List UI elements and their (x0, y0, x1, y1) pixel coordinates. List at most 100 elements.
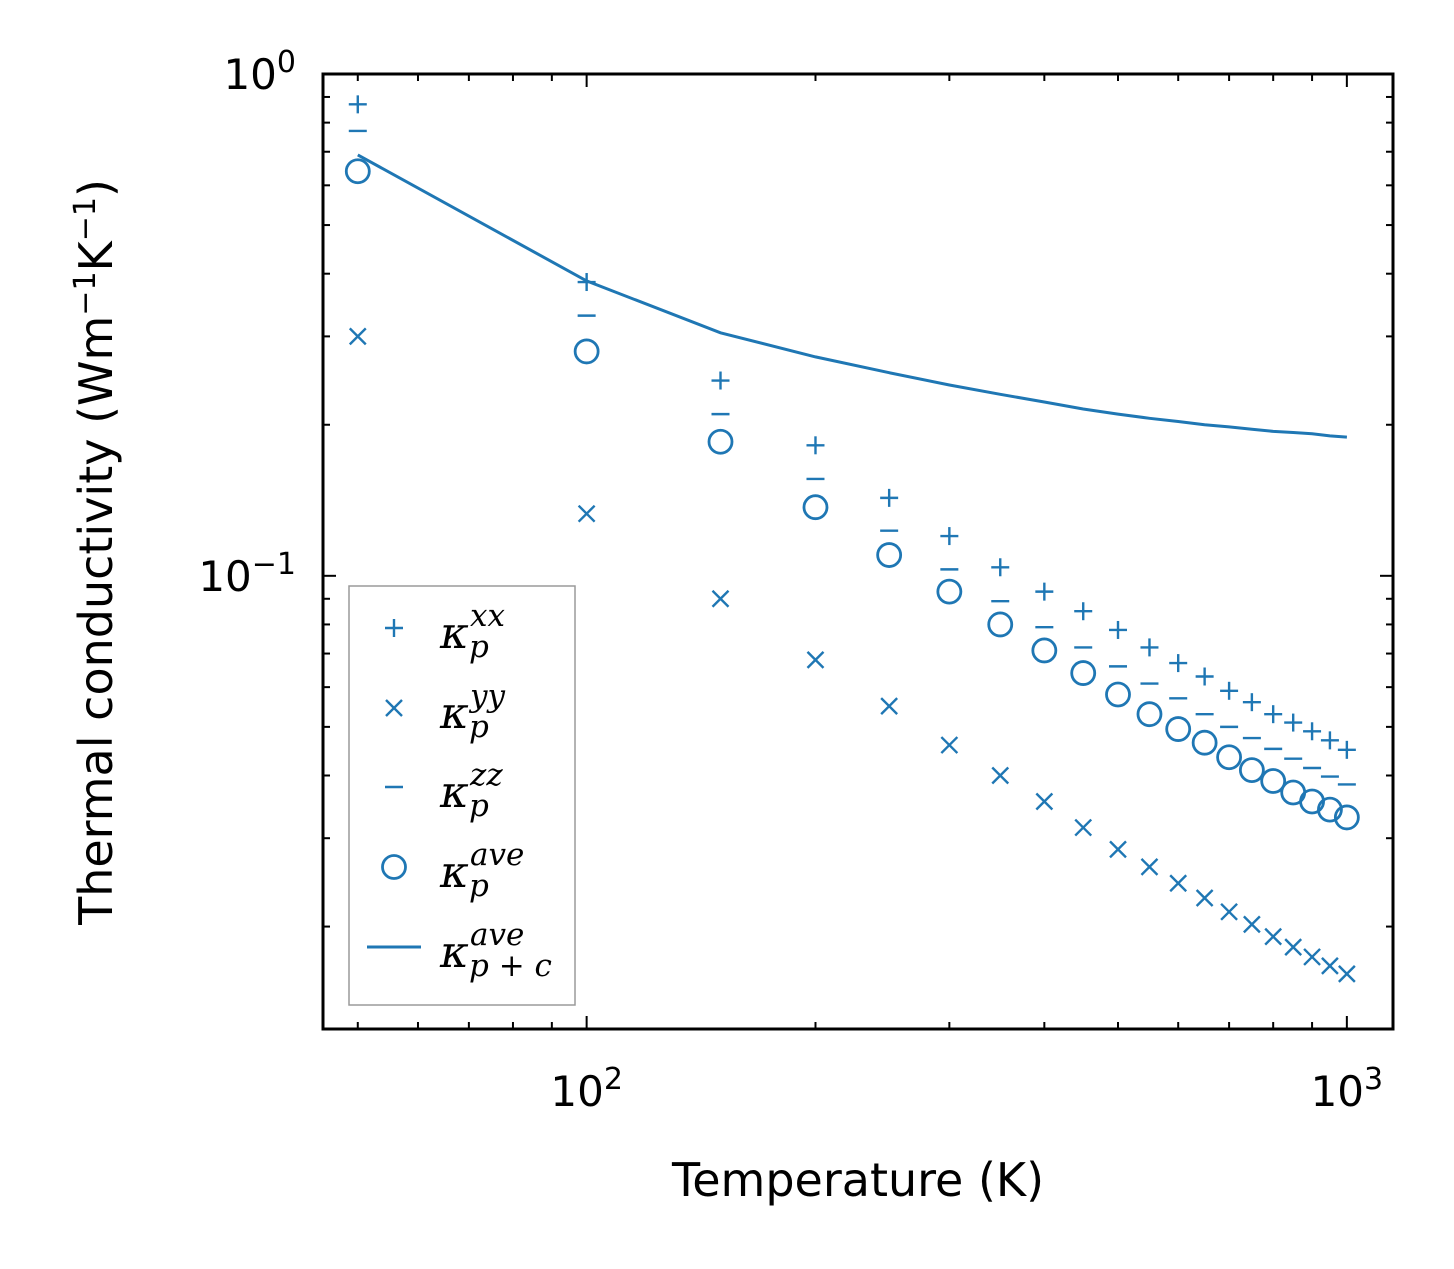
point-kappa_p_ave (1191, 729, 1218, 756)
point-kappa_p_ave (802, 494, 829, 521)
point-kappa_p_ave (1260, 768, 1287, 794)
point-kappa_p_yy (1169, 874, 1188, 893)
series-kappa_p_xx (348, 95, 1356, 759)
legend-sup: ave (470, 917, 524, 953)
point-kappa_p_ave (1238, 757, 1265, 784)
point-kappa_p_ave (344, 158, 371, 185)
point-kappa_p_xx (1169, 654, 1188, 673)
point-kappa_p_xx (348, 95, 367, 114)
point-kappa_p_ave (1333, 804, 1360, 831)
point-kappa_p_ave (1317, 796, 1343, 823)
y-axis-label: Thermal conductivity (Wm−1K−1) (68, 179, 124, 926)
series-line-kappa_p_c_ave (357, 153, 1348, 439)
point-kappa_p_ave (1216, 744, 1242, 771)
y-tick-label: 10−1 (198, 546, 296, 601)
legend-swatch (385, 619, 403, 637)
point-kappa_p_xx (1264, 705, 1283, 724)
legend-kappa: κ (439, 847, 469, 898)
y-tick-label: 100 (223, 45, 296, 100)
point-kappa_p_xx (991, 558, 1010, 577)
series-kappa_p_zz (348, 129, 1356, 786)
point-kappa_p_xx (1140, 638, 1159, 657)
legend-sub: p (469, 709, 489, 745)
series-layer (344, 95, 1360, 983)
point-kappa_p_ave (1165, 716, 1192, 742)
point-kappa_p_yy (1284, 938, 1303, 956)
point-kappa_p_ave (1031, 637, 1058, 664)
point-kappa_p_ave (876, 542, 903, 568)
legend-sub: p (469, 868, 489, 904)
plot-frame (321, 72, 1395, 1031)
y-axis-label-exp1: −1 (68, 271, 103, 315)
point-kappa_p_yy (940, 736, 959, 754)
legend-sup: xx (470, 598, 505, 634)
point-kappa_p_ave (707, 428, 734, 455)
point-kappa_p_ave (573, 338, 600, 365)
y-axis-label-exp2: −1 (68, 197, 103, 241)
point-kappa_p_ave (936, 578, 963, 605)
point-kappa_p_yy (1074, 818, 1093, 837)
point-kappa_p_yy (991, 766, 1010, 785)
legend-entry-1: κ yyp (385, 678, 506, 745)
point-kappa_p_yy (1321, 957, 1339, 975)
series-kappa_p_ave (344, 158, 1360, 831)
series-kappa_p_yy (348, 327, 1356, 983)
point-kappa_p_xx (711, 371, 730, 390)
series-kappa_p_c_ave (357, 153, 1348, 439)
point-kappa_p_yy (1338, 964, 1356, 983)
legend-sub: p + c (469, 948, 552, 984)
legend-kappa: κ (439, 688, 469, 739)
legend-sup: ave (470, 837, 524, 873)
x-axis-label: Temperature (K) (671, 1153, 1044, 1207)
legend-kappa: κ (439, 927, 469, 978)
x-tick-label: 102 (550, 1062, 623, 1117)
point-kappa_p_yy (1303, 948, 1321, 966)
y-axis-label-main: Thermal conductivity (Wm (69, 316, 123, 926)
point-kappa_p_yy (577, 504, 596, 523)
point-kappa_p_xx (1035, 582, 1054, 601)
point-kappa_p_xx (1074, 602, 1093, 621)
point-kappa_p_yy (806, 651, 825, 669)
legend-sub: p (469, 629, 489, 665)
point-kappa_p_yy (711, 589, 730, 608)
point-kappa_p_xx (806, 436, 825, 455)
legend-kappa: κ (439, 608, 469, 659)
y-axis-label-unit-k: K (69, 239, 123, 271)
point-kappa_p_xx (1242, 693, 1261, 712)
point-kappa_p_yy (1220, 902, 1238, 921)
legend-box (348, 585, 576, 1006)
legend-sub: p (469, 788, 489, 824)
point-kappa_p_yy (348, 327, 367, 346)
point-kappa_p_xx (1109, 620, 1128, 639)
point-kappa_p_yy (1140, 858, 1159, 876)
x-tick-label: 103 (1311, 1062, 1384, 1117)
point-kappa_p_xx (1220, 681, 1239, 700)
legend-sup: zz (469, 757, 503, 793)
point-kappa_p_xx (1337, 740, 1356, 759)
point-kappa_p_xx (1195, 667, 1214, 686)
legend-sup: yy (468, 678, 506, 714)
point-kappa_p_ave (1136, 701, 1163, 728)
point-kappa_p_xx (940, 527, 959, 546)
legend-entry-2: κ zzp (385, 757, 503, 824)
legend-swatch (385, 699, 403, 717)
point-kappa_p_yy (1195, 889, 1214, 907)
point-kappa_p_xx (1320, 731, 1339, 750)
tick-labels: 102 103 10−1 100 (198, 45, 1383, 1117)
legend-entry-0: κ xxp (385, 598, 505, 665)
point-kappa_p_yy (1264, 927, 1283, 946)
point-kappa_p_xx (880, 488, 899, 507)
point-kappa_p_yy (1035, 792, 1054, 811)
point-kappa_p_ave (1105, 681, 1131, 708)
point-kappa_p_yy (1243, 915, 1261, 934)
point-kappa_p_yy (880, 697, 899, 715)
point-kappa_p_xx (1303, 722, 1322, 741)
point-kappa_p_ave (1070, 660, 1097, 686)
y-axis-label-close: ) (69, 179, 123, 197)
point-kappa_p_yy (1109, 840, 1127, 859)
point-kappa_p_ave (987, 611, 1014, 638)
